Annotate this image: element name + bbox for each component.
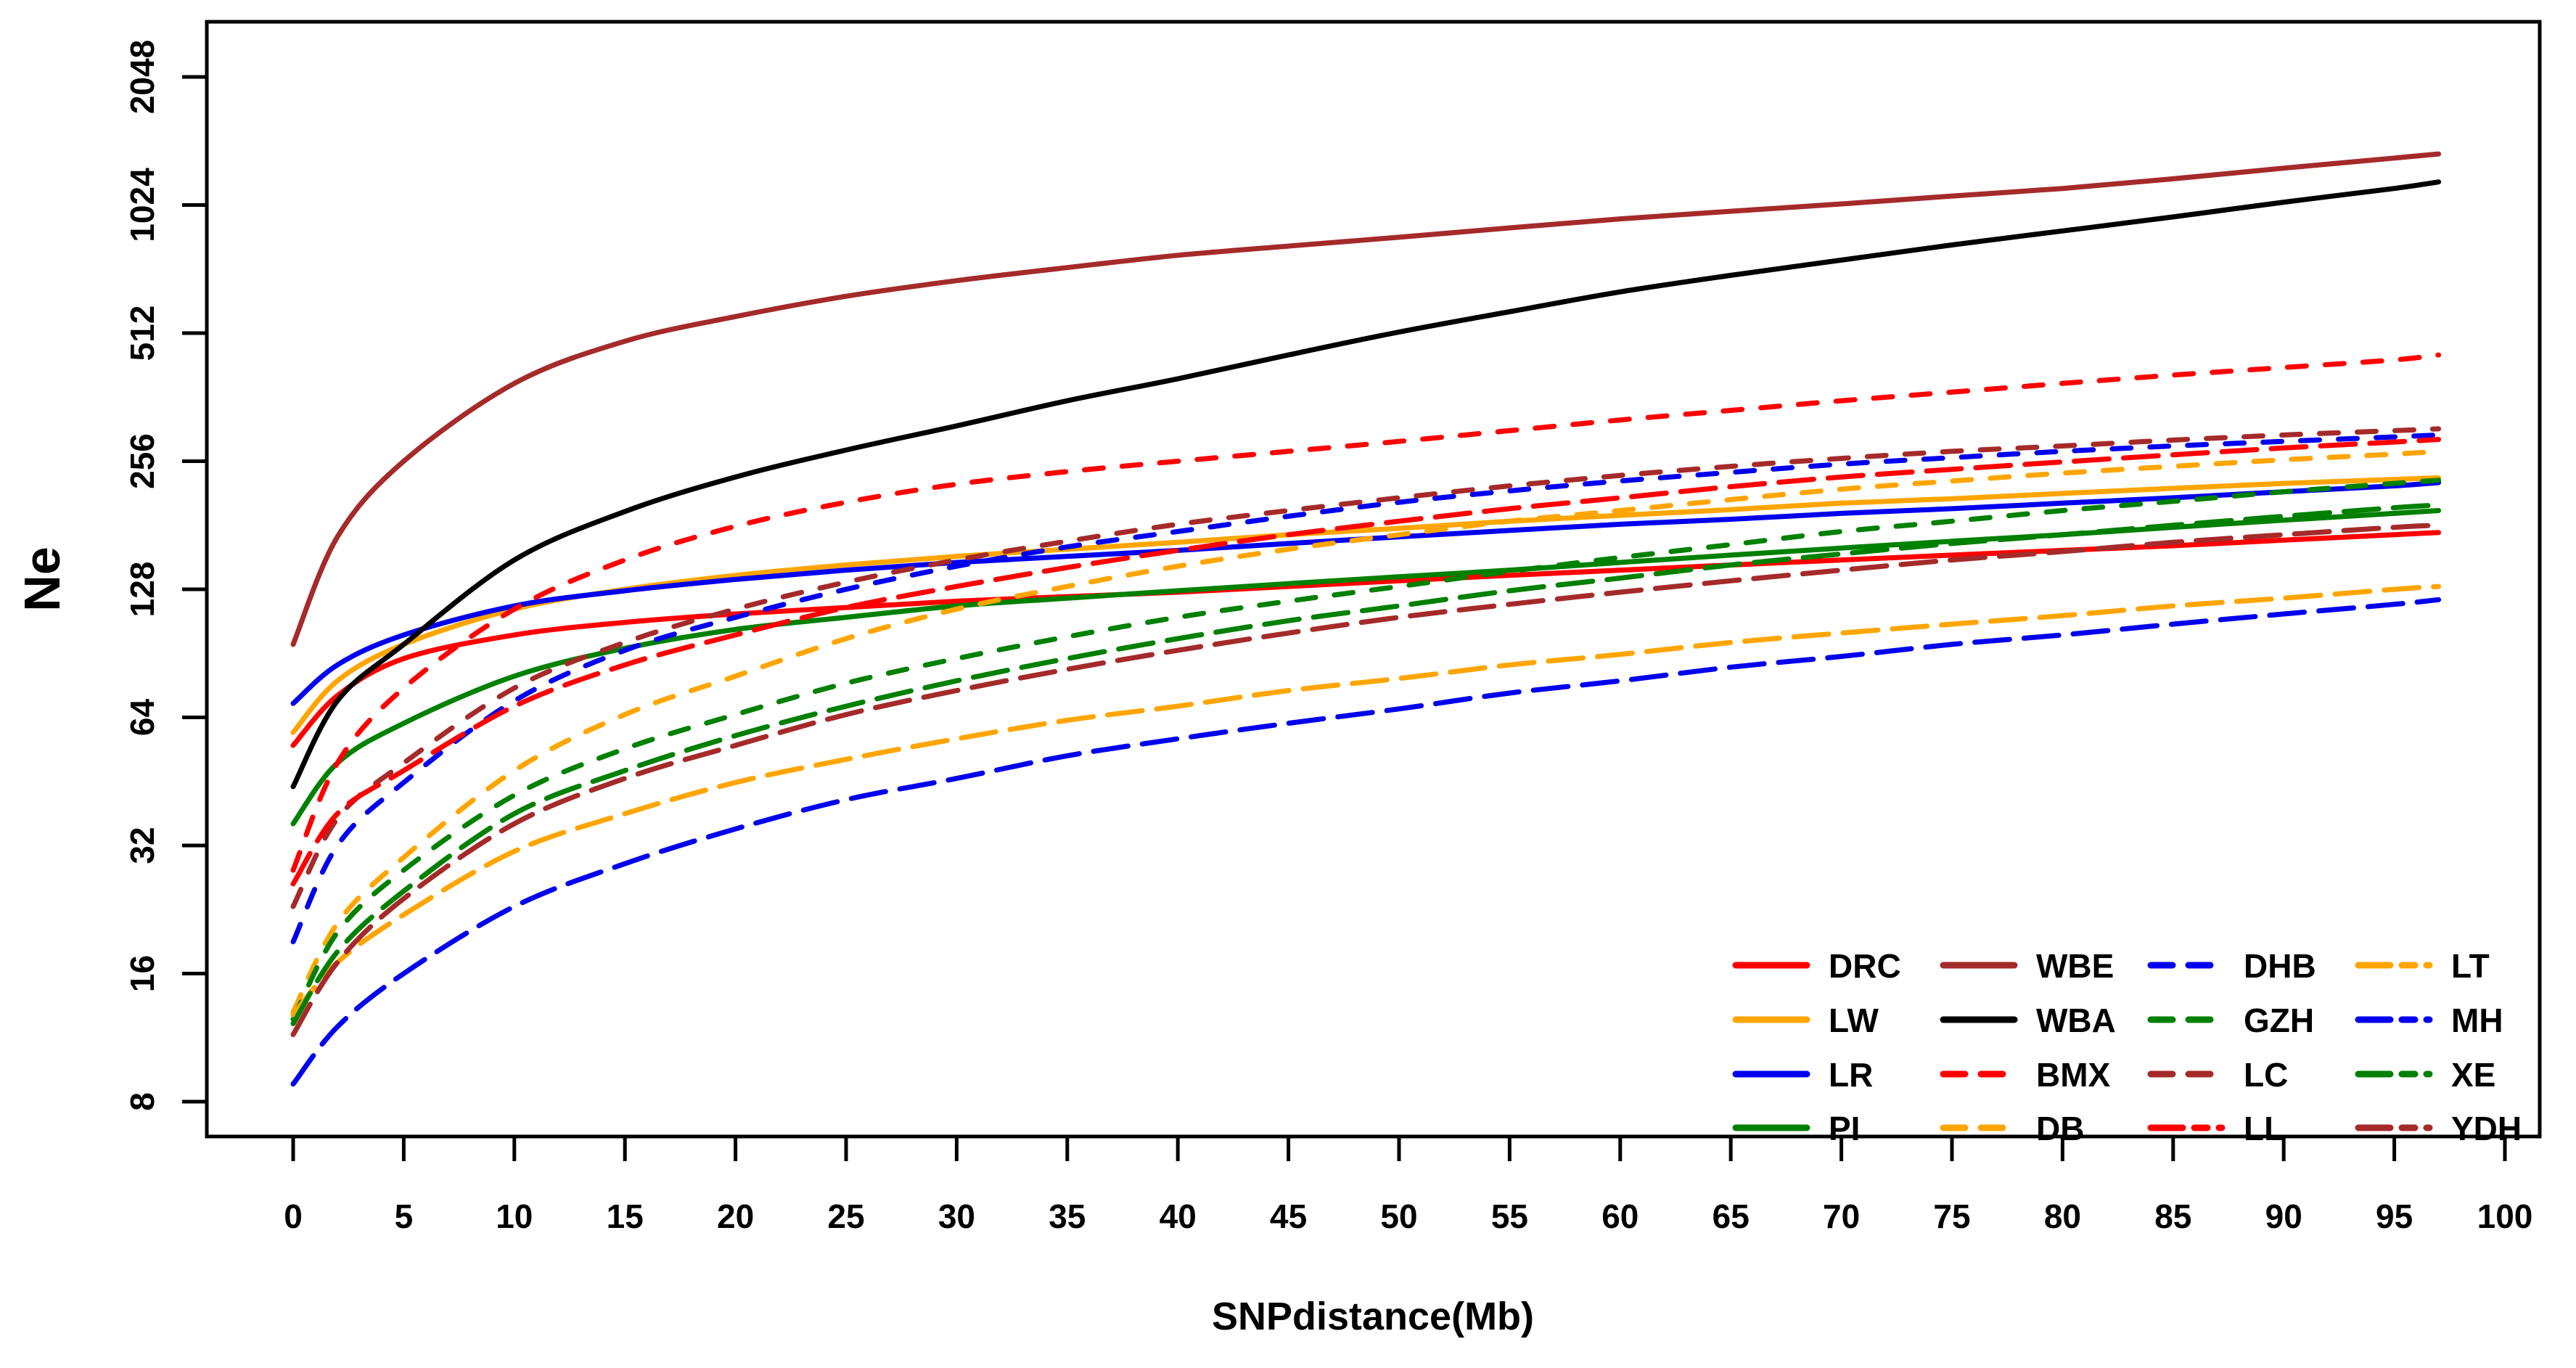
legend-label-WBA: WBA bbox=[2036, 1002, 2116, 1039]
series-line-MH bbox=[290, 597, 2442, 1087]
x-tick-label: 95 bbox=[2376, 1197, 2413, 1235]
legend-label-LT: LT bbox=[2451, 947, 2490, 985]
y-tick-label: 1024 bbox=[123, 168, 161, 242]
legend-label-PI: PI bbox=[1829, 1110, 1860, 1147]
y-tick-label: 512 bbox=[123, 306, 161, 361]
x-tick-label: 90 bbox=[2265, 1197, 2302, 1235]
legend-label-GZH: GZH bbox=[2244, 1002, 2314, 1039]
x-tick-label: 20 bbox=[717, 1197, 754, 1235]
x-tick-label: 25 bbox=[827, 1197, 864, 1235]
plot-box bbox=[205, 20, 2542, 1139]
x-tick-label: 100 bbox=[2477, 1197, 2533, 1235]
series-line-DB bbox=[290, 449, 2442, 1015]
series-line-LC bbox=[290, 426, 2442, 909]
legend-item-GZH: GZH bbox=[2147, 1002, 2314, 1039]
y-tick-label: 128 bbox=[123, 562, 161, 618]
legend-item-DRC: DRC bbox=[1732, 947, 1901, 985]
x-tick-label: 50 bbox=[1380, 1197, 1417, 1235]
y-tick-label: 8 bbox=[123, 1092, 161, 1111]
legend-item-LR: LR bbox=[1732, 1056, 1873, 1094]
legend-item-WBA: WBA bbox=[1940, 1002, 2116, 1039]
legend-item-XE: XE bbox=[2355, 1056, 2495, 1094]
series-line-PI bbox=[290, 508, 2442, 827]
x-tick-label: 0 bbox=[284, 1197, 303, 1235]
x-tick-label: 40 bbox=[1160, 1197, 1197, 1235]
legend-label-LR: LR bbox=[1829, 1056, 1873, 1094]
curves-layer bbox=[290, 151, 2442, 1087]
x-tick-label: 60 bbox=[1601, 1197, 1638, 1235]
series-line-LR bbox=[290, 480, 2442, 706]
legend-item-LT: LT bbox=[2355, 947, 2490, 985]
x-tick-label: 65 bbox=[1712, 1197, 1750, 1235]
y-tick-label: 32 bbox=[123, 827, 161, 864]
legend-label-LC: LC bbox=[2244, 1056, 2288, 1094]
x-tick-label: 85 bbox=[2154, 1197, 2191, 1235]
x-tick-label: 45 bbox=[1270, 1197, 1307, 1235]
legend-label-DHB: DHB bbox=[2244, 947, 2316, 985]
series-line-BMX bbox=[290, 352, 2442, 873]
legend-label-BMX: BMX bbox=[2036, 1056, 2111, 1094]
legend-item-DHB: DHB bbox=[2147, 947, 2316, 985]
x-tick-label: 55 bbox=[1491, 1197, 1528, 1235]
y-tick-label: 256 bbox=[123, 433, 161, 489]
legend-item-DB: DB bbox=[1940, 1110, 2084, 1147]
y-axis-title: Ne bbox=[14, 546, 70, 611]
legend-item-WBE: WBE bbox=[1940, 947, 2114, 985]
legend-label-YDH: YDH bbox=[2451, 1110, 2522, 1147]
x-tick-label: 10 bbox=[496, 1197, 533, 1235]
legend-item-LW: LW bbox=[1732, 1002, 1879, 1039]
legend-label-LW: LW bbox=[1829, 1002, 1879, 1039]
x-tick-label: 15 bbox=[607, 1197, 644, 1235]
legend-label-MH: MH bbox=[2451, 1002, 2503, 1039]
y-tick-label: 64 bbox=[123, 699, 161, 737]
axes-layer: 0 5 10 15 20 25 30 35 40 45 50 55 60 65 70 75 80 85 90 95 10… bbox=[123, 20, 2542, 1235]
legend-label-DB: DB bbox=[2036, 1110, 2084, 1147]
x-tick-label: 80 bbox=[2044, 1197, 2081, 1235]
series-line-WBE bbox=[290, 151, 2442, 647]
x-axis-title: SNPdistance(Mb) bbox=[1212, 1295, 1534, 1338]
series-line-XE bbox=[290, 502, 2442, 1026]
x-tick-label: 35 bbox=[1049, 1197, 1086, 1235]
series-line-WBA bbox=[290, 179, 2442, 790]
x-tick-label: 30 bbox=[938, 1197, 975, 1235]
legend-label-LL: LL bbox=[2244, 1110, 2284, 1147]
legend-label-WBE: WBE bbox=[2036, 947, 2114, 985]
legend-item-PI: PI bbox=[1732, 1110, 1860, 1147]
legend-label-XE: XE bbox=[2451, 1056, 2495, 1094]
series-line-DHB bbox=[290, 432, 2442, 945]
series-line-GZH bbox=[290, 478, 2442, 1022]
series-line-LT bbox=[290, 583, 2442, 1017]
y-tick-label: 16 bbox=[123, 955, 161, 992]
legend-item-MH: MH bbox=[2355, 1002, 2503, 1039]
x-tick-label: 5 bbox=[395, 1197, 414, 1235]
series-line-DRC bbox=[290, 530, 2442, 748]
y-tick-label: 2048 bbox=[123, 40, 161, 114]
legend-label-DRC: DRC bbox=[1829, 947, 1901, 985]
legend-item-BMX: BMX bbox=[1940, 1056, 2111, 1094]
legend: DRC LW LR PI WBE WBA BMX DB DHB GZH LC LL LT MH XE YDH bbox=[1732, 947, 2522, 1147]
x-tick-label: 75 bbox=[1933, 1197, 1970, 1235]
legend-item-LC: LC bbox=[2147, 1056, 2288, 1094]
series-line-LL bbox=[290, 437, 2442, 887]
legend-item-YDH: YDH bbox=[2355, 1110, 2522, 1147]
series-line-YDH bbox=[290, 523, 2442, 1038]
x-tick-label: 70 bbox=[1823, 1197, 1860, 1235]
legend-item-LL: LL bbox=[2147, 1110, 2284, 1147]
